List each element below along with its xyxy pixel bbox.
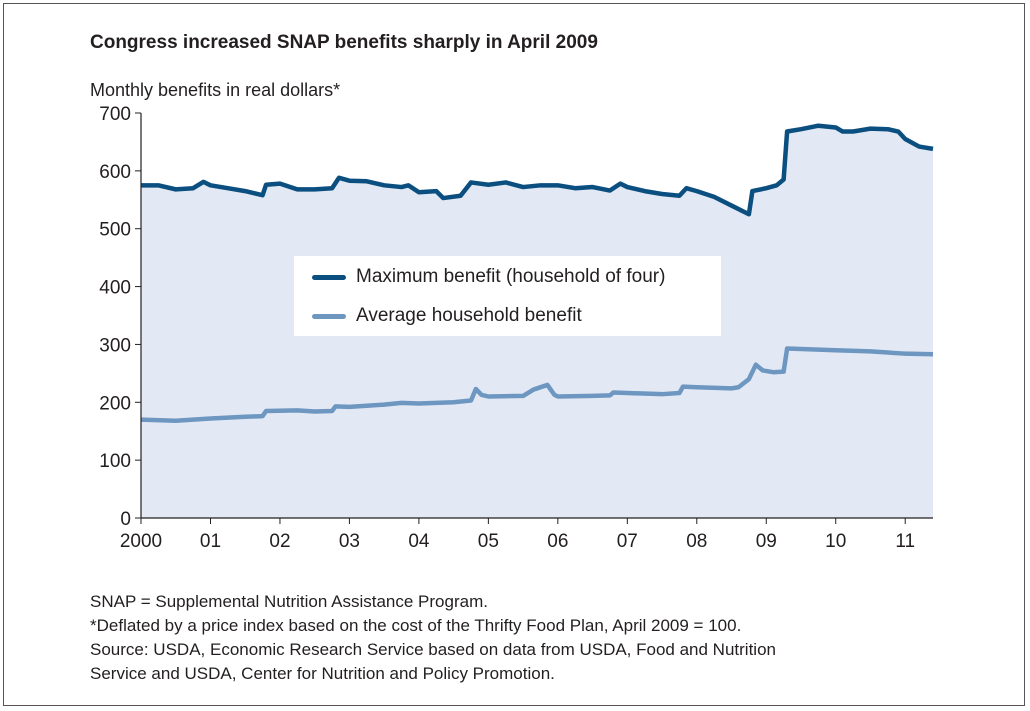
y-tick-label: 0 [120,509,131,530]
x-tick-label: 08 [686,531,707,552]
legend-swatch-max [312,274,346,280]
legend-item-avg: Average household benefit [312,305,582,327]
y-tick-label: 400 [99,278,131,299]
x-tick-label: 07 [617,531,638,552]
x-tick-label: 01 [200,531,221,552]
y-tick-label: 200 [99,393,131,414]
legend-label-avg: Average household benefit [356,305,582,326]
y-tick-label: 700 [99,104,131,125]
legend: Maximum benefit (household of four) Aver… [294,256,721,336]
x-tick-label: 11 [895,531,915,552]
legend-label-max: Maximum benefit (household of four) [356,266,666,287]
y-tick-label: 600 [99,162,131,183]
y-axis-label: Monthly benefits in real dollars* [90,80,341,100]
legend-swatch-avg [312,313,346,319]
x-tick-label: 05 [478,531,499,552]
series-line-0 [141,123,934,217]
x-tick-label: 2000 [120,531,162,552]
chart-title: Congress increased SNAP benefits sharply… [90,32,598,53]
series-line-1 [140,346,934,424]
x-tick-label: 10 [825,531,846,552]
note-deflator: *Deflated by a price index based on the … [90,616,742,635]
note-abbrev: SNAP = Supplemental Nutrition Assistance… [90,592,488,611]
y-tick-label: 500 [99,220,131,241]
y-tick-label: 300 [99,335,131,356]
y-tick-label: 100 [99,451,131,472]
x-tick-label: 02 [269,531,290,552]
note-source-1: Source: USDA, Economic Research Service … [90,640,776,659]
x-tick-label: 09 [756,531,777,552]
chart-frame: Congress increased SNAP benefits sharply… [3,3,1025,706]
note-source-2: Service and USDA, Center for Nutrition a… [90,664,555,683]
footnotes: SNAP = Supplemental Nutrition Assistance… [90,590,776,686]
legend-item-max: Maximum benefit (household of four) [312,266,665,288]
x-tick-label: 04 [408,531,430,552]
x-tick-label: 03 [339,531,360,552]
x-tick-label: 06 [547,531,568,552]
